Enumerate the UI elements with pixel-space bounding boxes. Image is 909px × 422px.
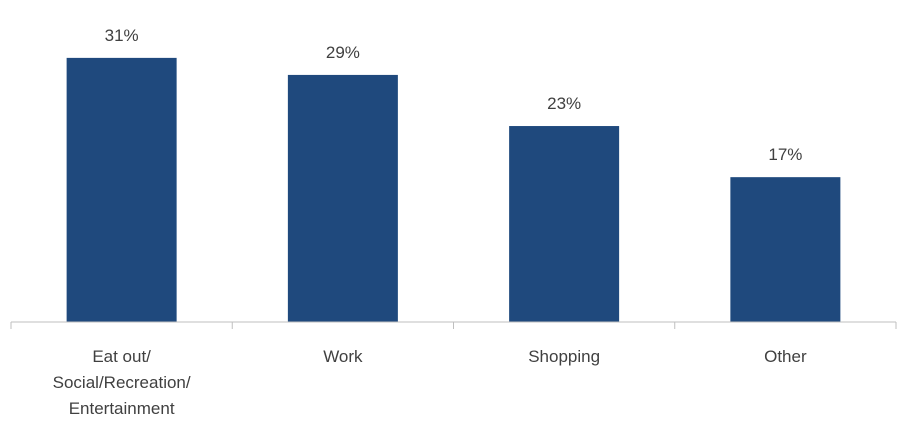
data-label: 17% xyxy=(768,145,802,164)
x-tick-label-line: Shopping xyxy=(528,347,600,366)
x-tick-label-line: Other xyxy=(764,347,807,366)
bar xyxy=(509,126,620,322)
bar xyxy=(66,57,177,322)
x-tick-label: Other xyxy=(764,347,807,366)
data-label: 29% xyxy=(326,43,360,62)
x-tick-label-line: Social/Recreation/ xyxy=(53,373,191,392)
x-axis xyxy=(10,321,897,329)
x-tick-label-line: Work xyxy=(323,347,363,366)
x-tick-label-line: Entertainment xyxy=(69,399,175,418)
data-label: 31% xyxy=(105,26,139,45)
value-labels-group: 31% 29% 23% 17% xyxy=(105,26,803,164)
x-tick-label: Work xyxy=(323,347,363,366)
category-labels-group: Eat out/Social/Recreation/Entertainment W… xyxy=(53,347,807,418)
bars-group xyxy=(66,57,841,322)
bar xyxy=(287,74,398,322)
x-tick-label-line: Eat out/ xyxy=(92,347,151,366)
data-label: 23% xyxy=(547,94,581,113)
x-tick-label: Shopping xyxy=(528,347,600,366)
bar xyxy=(730,177,841,322)
x-tick-label: Eat out/Social/Recreation/Entertainment xyxy=(53,347,191,418)
